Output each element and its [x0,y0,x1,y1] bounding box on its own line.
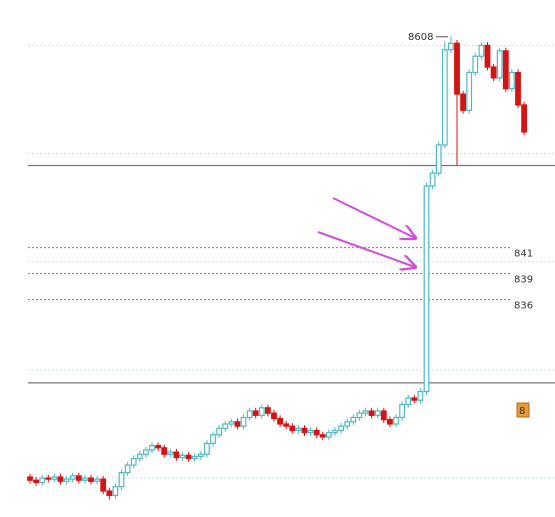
candle-body [338,425,344,432]
candle-body [51,476,58,480]
pointer-arrow [317,231,415,267]
price-tag-box [516,402,530,418]
candle-body [167,451,174,455]
candle-body [63,478,70,482]
candle-body [88,477,94,482]
candle-body [33,479,39,483]
candle-body [515,71,521,106]
candle-body [344,421,351,427]
candle-body [295,427,302,432]
level-label: 836 [514,301,533,312]
candle-body [460,93,466,111]
candle-body [149,445,155,451]
candle-body [191,455,198,460]
candle-body [454,42,460,95]
candle-body [301,427,308,434]
candle-body [155,445,162,449]
candle-body [472,55,479,74]
candle-body [161,447,168,455]
candle-body [204,442,210,455]
candle-body [368,410,375,416]
candle-body [69,475,76,480]
candle-body [240,416,247,427]
candle-body [362,410,369,414]
candle-body [350,416,357,423]
candle-body [246,410,253,419]
candle-body [289,425,296,432]
candle-body [380,410,387,421]
candle-body [356,412,363,419]
candle-body [423,185,430,393]
candle-body [143,449,149,455]
candle-body [509,71,515,90]
candle-body [222,423,229,429]
candle-body [75,475,82,481]
candle-body [326,432,332,438]
candle-body [332,429,338,434]
candle-body [429,172,436,187]
candle-body [393,416,399,425]
candle-body [216,427,223,436]
candle-body [448,42,454,51]
candle-body [173,451,180,459]
candle-body [374,410,381,416]
candle-body [252,410,259,416]
candle-body [234,421,241,427]
candle-body [197,453,204,458]
candle-body [136,453,143,460]
candle-body [27,476,33,481]
candle-body [124,464,131,474]
candle-body [307,429,314,434]
candle-body [435,144,442,174]
candle-body [484,44,491,68]
candle-body [130,457,137,466]
pointer-arrow [332,197,415,238]
candle-body [277,417,283,425]
candle-body [118,472,125,488]
candle-body [417,390,424,401]
candle-body [313,429,320,436]
level-label: 841 [514,249,533,260]
level-label: 839 [514,275,533,286]
candle-body [441,49,448,146]
candle-body [185,454,192,460]
candle-body [81,477,88,481]
candle-body [478,44,485,57]
candle-body [45,477,52,480]
candle-body [179,454,186,459]
candle-body [112,486,119,496]
candle-body [39,477,46,483]
candle-body [57,476,64,482]
candle-body [106,490,113,496]
candle-body [521,104,527,133]
candle-body [496,50,503,79]
candle-body [271,412,277,420]
candle-body [399,403,405,419]
candle-body [411,397,418,401]
candle-body [466,71,473,111]
candle-body [100,478,107,492]
candle-body [210,434,216,445]
candle-body [94,478,101,482]
high-label: 8608 [408,32,433,43]
candle-body [490,66,497,79]
candle-body [502,50,509,90]
candle-body [283,423,290,427]
price-tag: 8 [519,406,525,417]
candle-body [319,434,326,438]
candle-body [265,407,271,414]
candle-body [405,397,412,406]
candle-body [387,419,393,425]
candle-body [228,421,235,425]
candle-body [258,407,265,416]
